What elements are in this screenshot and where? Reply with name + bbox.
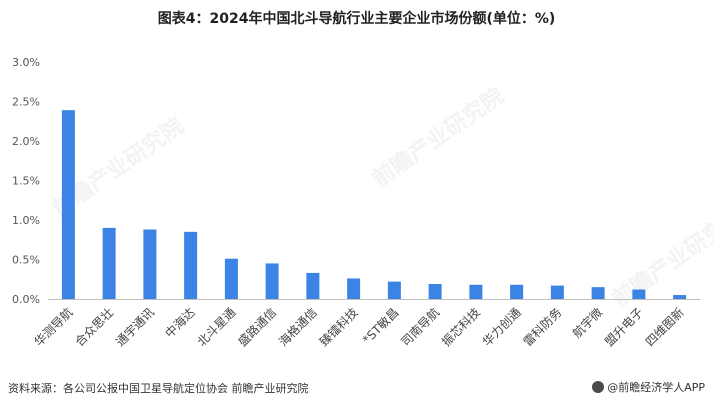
x-tick-label: 四维图新 bbox=[642, 305, 687, 350]
x-tick-label: 航宇微 bbox=[569, 305, 605, 341]
y-tick-label: 2.5% bbox=[12, 96, 40, 109]
x-tick-label: 中海达 bbox=[162, 305, 198, 341]
y-tick-label: 1.5% bbox=[12, 175, 40, 188]
bar bbox=[591, 287, 605, 299]
x-tick-label: 华力创通 bbox=[480, 305, 524, 349]
x-tick-label: 北斗星通 bbox=[195, 305, 239, 349]
bar bbox=[265, 263, 279, 299]
bar bbox=[347, 278, 361, 299]
x-tick-label: 雷科防务 bbox=[520, 305, 565, 350]
x-tick-label: 盟升电子 bbox=[602, 305, 646, 349]
bar bbox=[469, 284, 483, 299]
bar bbox=[224, 258, 238, 299]
y-tick-label: 3.0% bbox=[12, 56, 40, 69]
x-tick-label: 盛路通信 bbox=[235, 305, 280, 350]
brand-logo-icon bbox=[592, 381, 605, 393]
x-tick-label: 司南导航 bbox=[398, 305, 443, 350]
x-tick-label: 海格通信 bbox=[275, 305, 320, 350]
x-tick-label: 臻镭科技 bbox=[316, 305, 361, 350]
brand-text: @前瞻经济学人APP bbox=[607, 381, 705, 394]
y-tick-label: 1.0% bbox=[12, 214, 40, 227]
brand-label: @前瞻经济学人APP bbox=[592, 379, 705, 395]
bar bbox=[673, 295, 687, 299]
bar bbox=[510, 284, 524, 299]
bar bbox=[102, 227, 116, 299]
x-tick-label: 合众思壮 bbox=[72, 305, 117, 350]
x-tick-label: 振芯科技 bbox=[439, 305, 483, 349]
x-tick-label: 通宇通讯 bbox=[113, 305, 157, 349]
y-tick-label: 0.0% bbox=[12, 293, 40, 306]
bar bbox=[184, 231, 198, 299]
y-tick-label: 2.0% bbox=[12, 135, 40, 148]
bar bbox=[61, 110, 75, 299]
x-tick-label: 华测导航 bbox=[31, 305, 76, 350]
bar bbox=[306, 272, 320, 299]
bar bbox=[143, 229, 157, 299]
source-note: 资料来源：各公司公报中国卫星导航定位协会 前瞻产业研究院 bbox=[8, 382, 309, 395]
x-tick-label: *ST敏昌 bbox=[359, 305, 401, 347]
bar bbox=[550, 285, 564, 299]
bar bbox=[387, 281, 401, 299]
chart-title: 图表4：2024年中国北斗导航行业主要企业市场份额(单位：%) bbox=[157, 11, 556, 27]
y-tick-label: 0.5% bbox=[12, 254, 40, 267]
bar bbox=[632, 289, 646, 299]
bar bbox=[428, 283, 442, 299]
